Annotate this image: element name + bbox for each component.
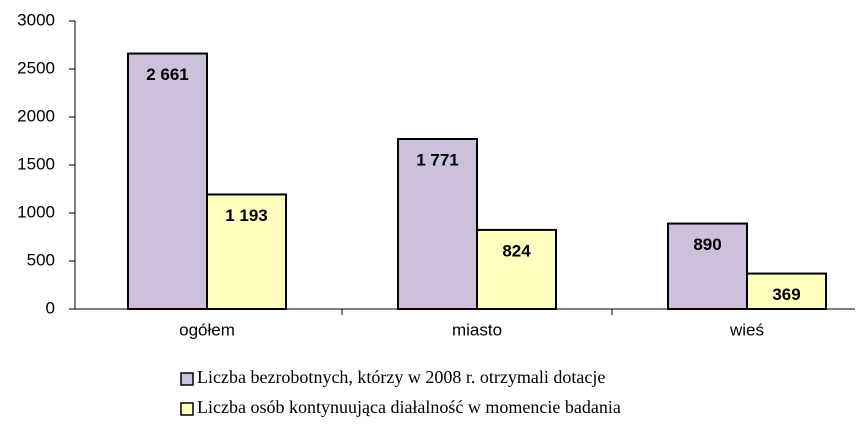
value-label: 1 193 [225, 206, 268, 225]
bar [746, 272, 827, 310]
value-label: 1 771 [416, 150, 459, 169]
y-tick-label: 500 [27, 250, 55, 269]
y-tick-label: 3000 [17, 10, 55, 29]
x-tick-label: miasto [452, 320, 502, 339]
bar [667, 222, 748, 310]
y-tick-label: 2500 [17, 58, 55, 77]
y-tick-label: 1000 [17, 202, 55, 221]
y-tick-label: 2000 [17, 106, 55, 125]
y-tick-label: 1500 [17, 154, 55, 173]
legend-swatch [180, 372, 194, 386]
value-label: 824 [502, 241, 531, 260]
x-tick-label: wieś [729, 320, 764, 339]
legend-label: Liczba bezrobotnych, którzy w 2008 r. ot… [197, 367, 605, 387]
bar [397, 137, 478, 310]
y-tick-label: 0 [46, 298, 55, 317]
value-label: 2 661 [146, 65, 189, 84]
legend-label: Liczba osób kontynuująca diałalność w mo… [197, 397, 621, 417]
x-tick-label: ogółem [179, 320, 235, 339]
bar [206, 193, 287, 310]
value-label: 369 [772, 285, 800, 304]
legend-swatch [180, 402, 194, 416]
bar [476, 228, 557, 310]
value-label: 890 [693, 235, 721, 254]
bar [127, 52, 208, 310]
